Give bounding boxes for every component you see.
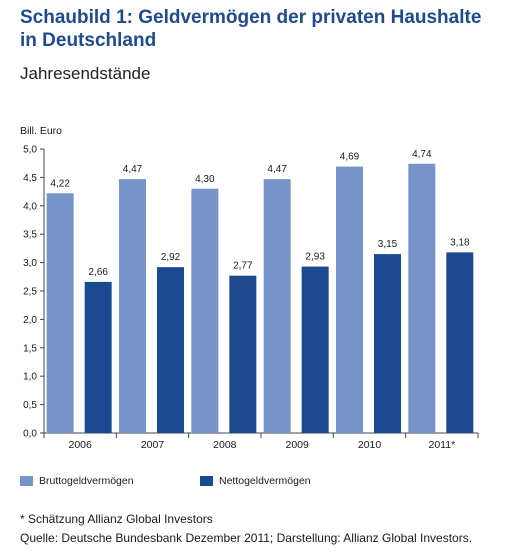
data-label-netto: 2,92 <box>161 252 181 263</box>
bar-netto <box>229 275 257 433</box>
x-tick-label: 2010 <box>358 439 382 451</box>
x-tick-label: 2009 <box>285 439 309 451</box>
bar-brutto <box>191 188 219 433</box>
data-label-brutto: 4,47 <box>267 164 287 175</box>
x-tick-label: 2008 <box>213 439 237 451</box>
y-tick-label: 3,5 <box>23 230 37 241</box>
footnote-estimate: * Schätzung Allianz Global Investors <box>20 512 213 526</box>
bar-netto <box>157 267 184 433</box>
legend-swatch-brutto <box>20 476 33 486</box>
data-label-brutto: 4,69 <box>340 152 360 163</box>
bar-brutto <box>46 193 74 433</box>
bar-netto <box>301 266 329 433</box>
data-label-netto: 2,93 <box>305 252 325 263</box>
bar-brutto <box>263 179 291 433</box>
y-tick-label: 3,0 <box>23 258 37 269</box>
chart-title-line-2: in Deutschland <box>20 30 157 51</box>
chart-title-line-1: Schaubild 1: Geldvermögen der privaten H… <box>20 7 482 28</box>
legend-label-brutto: Bruttogeldvermögen <box>39 475 134 487</box>
bar-netto <box>374 254 401 433</box>
data-label-netto: 2,66 <box>88 267 108 278</box>
y-tick-label: 4,0 <box>23 201 37 212</box>
data-label-netto: 2,77 <box>233 261 253 272</box>
y-tick-label: 4,5 <box>23 173 37 184</box>
y-tick-label: 2,0 <box>23 315 37 326</box>
bar-netto <box>84 281 112 433</box>
y-axis-label: Bill. Euro <box>20 125 62 137</box>
data-label-brutto: 4,47 <box>123 164 143 175</box>
legend-item-netto: Nettogeldvermögen <box>200 475 311 487</box>
y-tick-label: 0,5 <box>23 400 37 411</box>
legend-swatch-netto <box>200 476 213 486</box>
bar-chart: Bill. Euro 0,0 0,5 1,0 1,5 2,0 2,5 3,0 3,5 4,0 4,5… <box>20 125 479 451</box>
data-label-brutto: 4,22 <box>50 178 70 189</box>
footnote-source: Quelle: Deutsche Bundesbank Dezember 201… <box>20 531 473 545</box>
x-tick-label: 2006 <box>68 439 92 451</box>
data-label-netto: 3,18 <box>450 237 470 248</box>
bar-brutto <box>336 166 363 433</box>
chart-subtitle: Jahresendstände <box>20 64 151 83</box>
bar-brutto <box>119 179 146 433</box>
y-tick-label: 0,0 <box>23 429 37 440</box>
y-tick-label: 1,5 <box>23 343 37 354</box>
y-tick-label: 2,5 <box>23 287 37 298</box>
chart-title: Schaubild 1: Geldvermögen der privaten H… <box>20 6 500 52</box>
bar-brutto <box>408 163 436 433</box>
x-tick-label: 2011* <box>428 439 455 451</box>
x-tick-label: 2007 <box>141 439 165 451</box>
data-label-brutto: 4,30 <box>195 174 215 185</box>
y-tick-label: 5,0 <box>23 145 37 156</box>
data-label-netto: 3,15 <box>378 239 398 250</box>
legend-item-brutto: Bruttogeldvermögen <box>20 475 134 487</box>
bar-netto <box>446 252 474 433</box>
y-tick-label: 1,0 <box>23 372 37 383</box>
legend-label-netto: Nettogeldvermögen <box>219 475 311 487</box>
data-label-brutto: 4,74 <box>412 149 432 160</box>
